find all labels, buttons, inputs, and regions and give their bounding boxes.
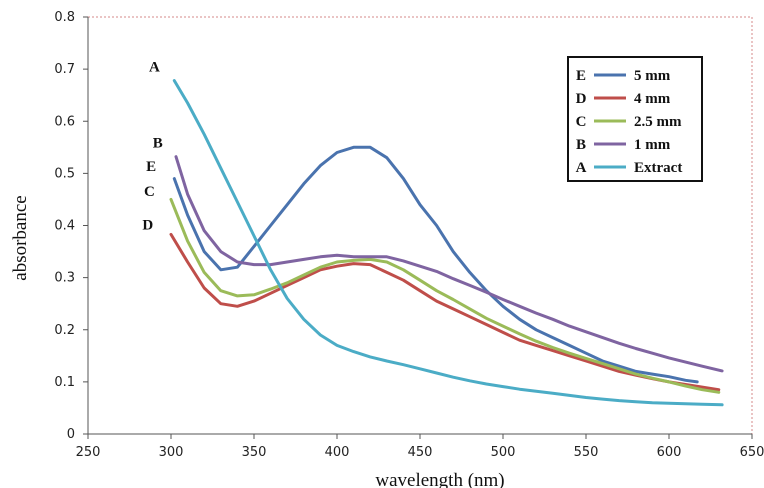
series-line-A [172,79,724,407]
y-tick-label: 0.8 [54,10,75,25]
curve-labels: A BEC D [142,60,162,234]
series-line-B [174,155,724,373]
y-axis-title: absorbance [10,195,31,280]
x-tick-label: 350 [242,445,267,460]
legend-letter: C [576,114,587,130]
legend-label: Extract [634,160,682,176]
series-line-E [172,145,699,384]
x-tick-label: 450 [408,445,433,460]
x-tick-label: 600 [657,445,682,460]
legend-box [567,56,703,182]
x-tick-label: 300 [159,445,184,460]
x-tick-label: 650 [740,445,764,460]
axes: 0 0.1 0.2 0.3 0.4 0.5 0.6 0.7 0.8 250 300 350 400 450… [54,10,764,460]
curve-label-C: C [144,184,155,200]
legend-label: 2.5 mm [634,114,682,130]
series-lines [169,79,724,407]
y-tick-label: 0.5 [54,166,75,181]
x-axis-title: wavelength (nm) [375,470,504,488]
y-tick-label: 0.7 [54,62,75,77]
x-tick-label: 550 [574,445,599,460]
legend-label: 4 mm [634,91,671,107]
curve-label-B: B [153,135,163,151]
x-tick-label: 250 [76,445,101,460]
curve-label-D: D [142,218,153,234]
legend-letter: E [576,68,586,84]
x-tick-label: 400 [325,445,350,460]
y-tick-label: 0.4 [54,219,75,234]
y-tick-label: 0.2 [54,323,75,338]
series-line-C [169,197,721,394]
x-tick-label: 500 [491,445,516,460]
legend: E 5 mm D 4 mm C 2.5 mm B 1 mm A Extract [567,56,703,182]
y-tick-label: 0.3 [54,271,75,286]
legend-label: 5 mm [634,68,671,84]
legend-letter: D [576,91,587,107]
curve-label-E: E [146,159,156,175]
legend-letter: A [576,160,587,176]
legend-label: 1 mm [634,137,671,153]
curve-label-A: A [149,60,160,76]
y-tick-label: 0.6 [54,114,75,129]
y-tick-label: 0.1 [54,375,75,390]
y-tick-label: 0 [67,427,75,442]
legend-letter: B [576,137,586,153]
series-line-D [169,232,721,392]
